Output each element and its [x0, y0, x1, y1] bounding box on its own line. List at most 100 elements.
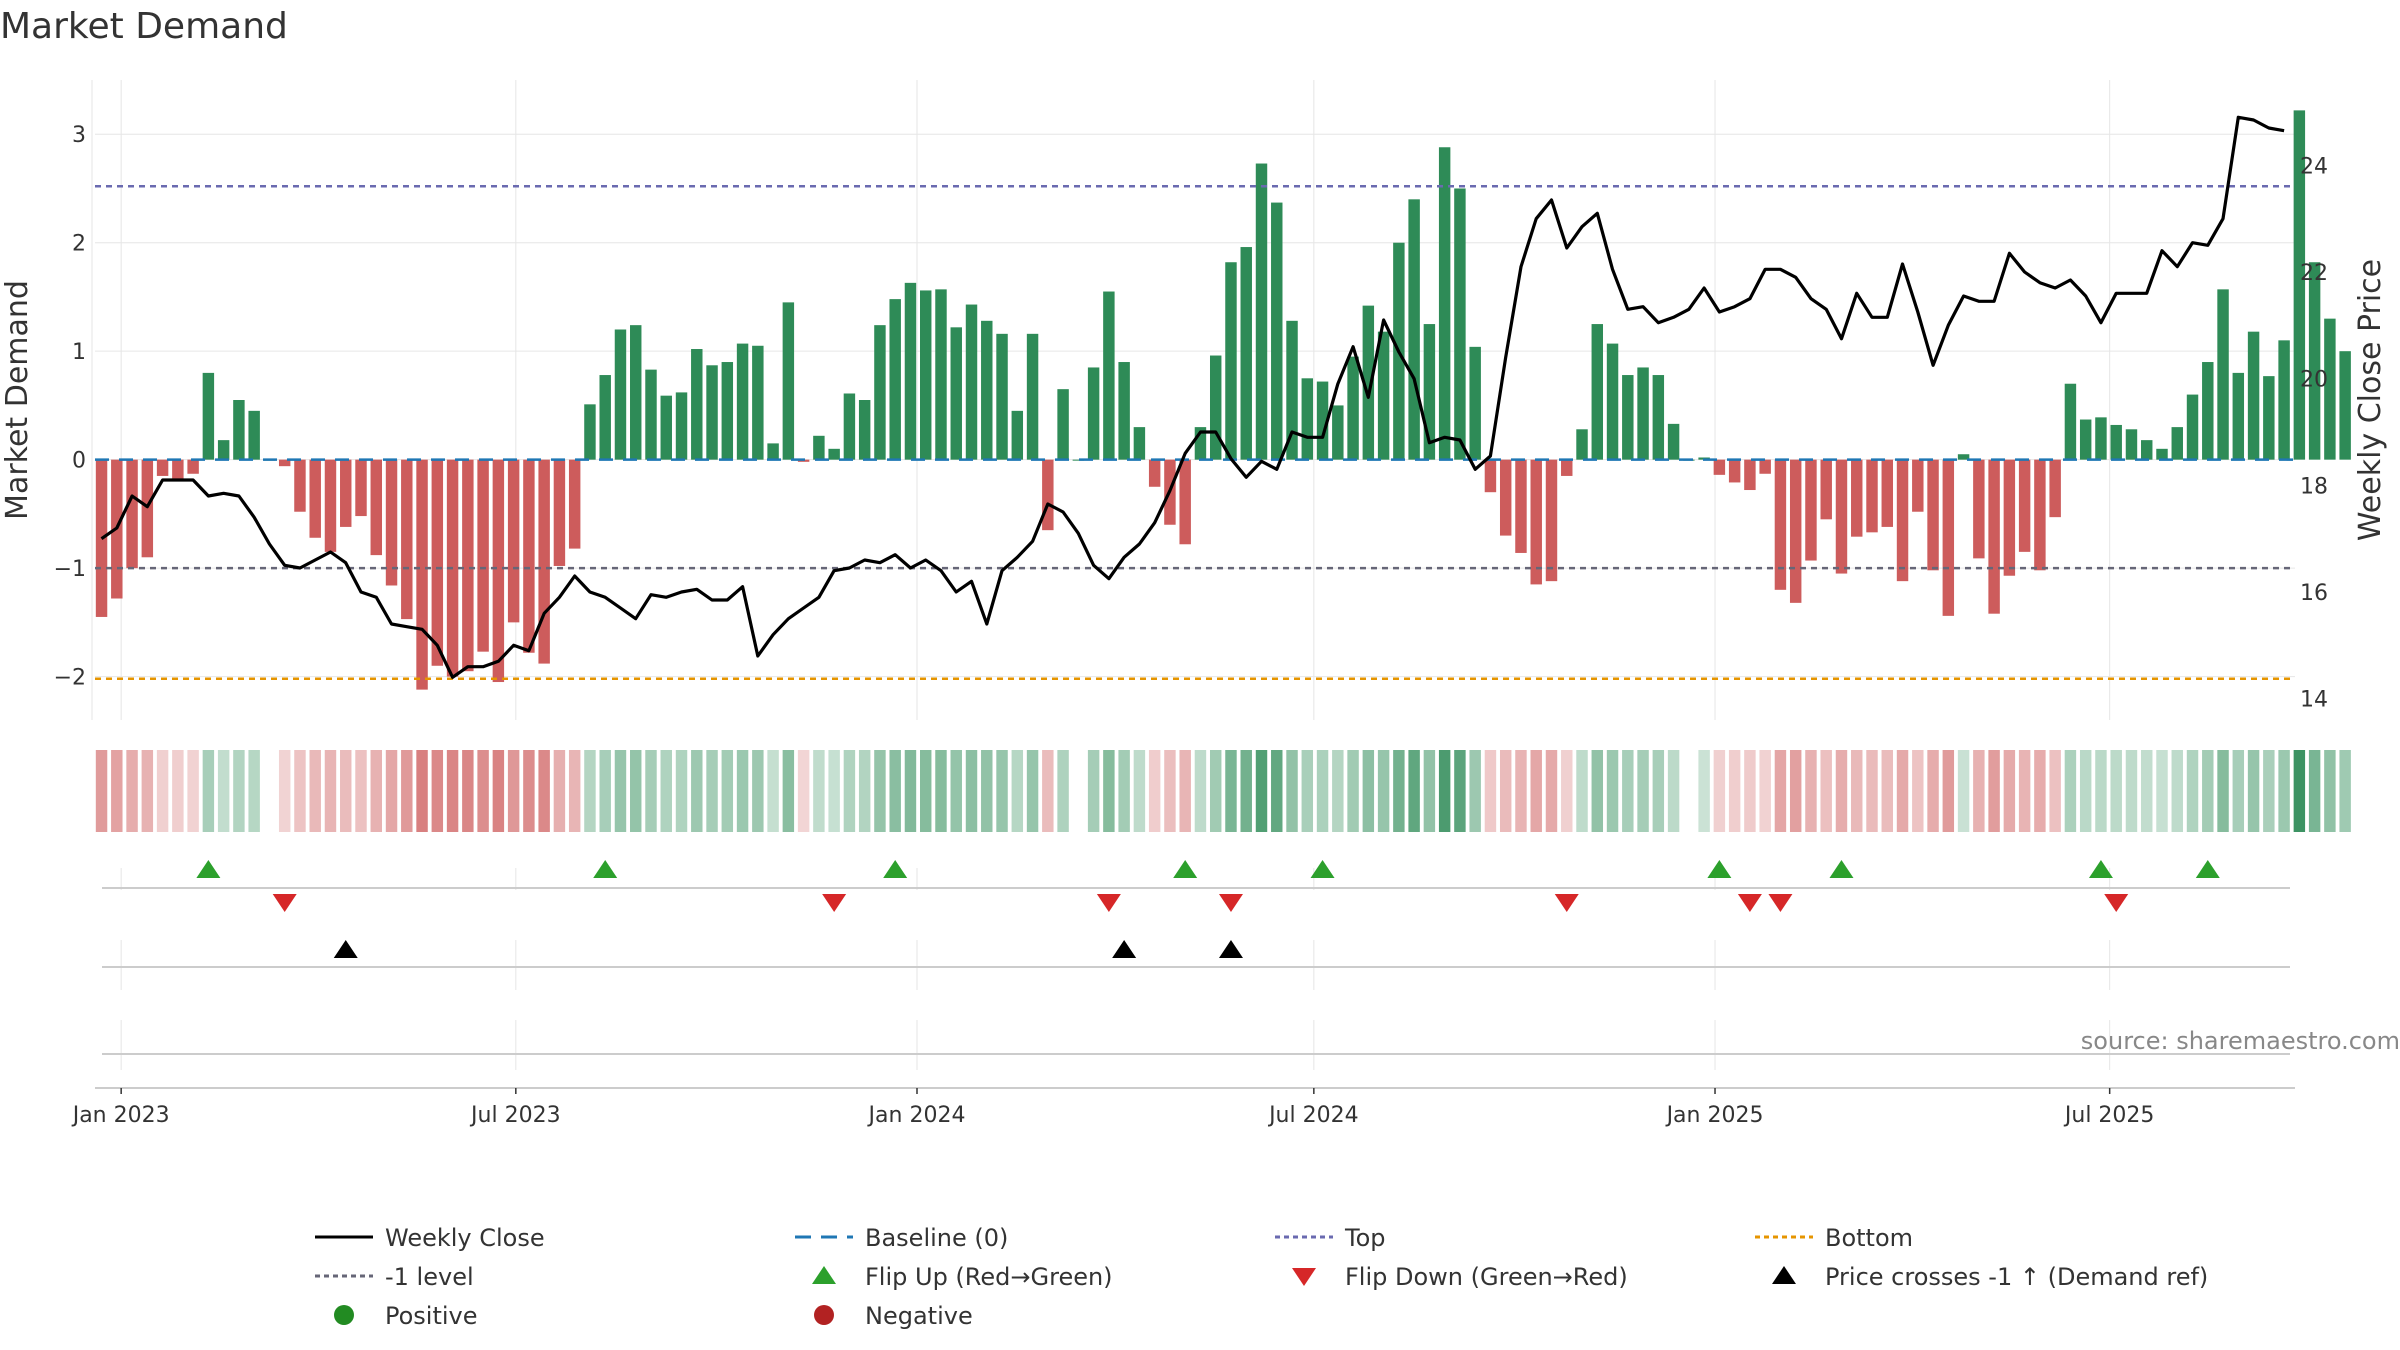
- y-tick-label: 1: [72, 340, 86, 365]
- y2-tick-label: 18: [2300, 474, 2328, 499]
- heat-strip-cell: [1026, 750, 1039, 832]
- legend-item-bottom: Bottom: [1755, 1224, 1913, 1252]
- demand-bar: [813, 435, 825, 460]
- heat-strip-cell: [660, 750, 672, 832]
- heat-strip-cell: [248, 750, 260, 832]
- heat-strip-cell: [1240, 750, 1252, 832]
- demand-bar: [538, 459, 550, 664]
- y2-tick-label: 14: [2300, 688, 2328, 713]
- heat-strip-cell: [1683, 750, 1695, 832]
- demand-bar: [1606, 343, 1619, 460]
- demand-bar: [553, 459, 566, 566]
- heat-strip-cell: [935, 750, 947, 832]
- demand-bar: [660, 395, 672, 460]
- demand-bar: [294, 459, 306, 512]
- heat-strip-cell: [1271, 750, 1283, 832]
- heat-strip-cell: [1438, 750, 1451, 832]
- chart-title: Market Demand: [0, 6, 288, 47]
- demand-bar: [889, 299, 901, 460]
- heat-strip-cell: [233, 750, 245, 832]
- legend-item-baseline: Baseline (0): [795, 1224, 1008, 1252]
- heat-strip-cell: [370, 750, 382, 832]
- demand-bar: [935, 289, 947, 460]
- heat-strip-cell: [1179, 750, 1191, 832]
- heat-strip-cell: [1652, 750, 1665, 832]
- heat-strip-cell: [614, 750, 627, 832]
- heat-strip-cell: [2125, 750, 2138, 832]
- demand-bar: [1957, 454, 1970, 460]
- demand-bar: [2202, 362, 2214, 460]
- demand-bar: [1240, 247, 1252, 460]
- demand-bar: [965, 304, 978, 460]
- flip-up-marker: [1707, 860, 1732, 878]
- demand-bar: [599, 375, 611, 460]
- heat-strip-cell: [965, 750, 978, 832]
- heat-strip-cell: [2034, 750, 2046, 832]
- legend-label: -1 level: [385, 1263, 474, 1291]
- heat-strip-cell: [1499, 750, 1512, 832]
- legend-item-top: Top: [1275, 1224, 1386, 1252]
- heat-strip-cell: [340, 750, 352, 832]
- legend-item-minus-one: -1 level: [315, 1263, 474, 1291]
- demand-bar: [981, 320, 993, 460]
- legend-item-positive: Positive: [334, 1302, 478, 1330]
- price-cross-marker: [1112, 940, 1137, 958]
- demand-bar: [1622, 375, 1634, 460]
- demand-bar: [920, 290, 932, 460]
- heat-strip-cell: [401, 750, 413, 832]
- heat-strip-cell: [1332, 750, 1344, 832]
- heat-strip-cell: [2064, 750, 2077, 832]
- heat-strip-cell: [767, 750, 779, 832]
- legend-item-flip-down: Flip Down (Green→Red): [1292, 1263, 1628, 1291]
- demand-bar: [2064, 383, 2077, 460]
- heat-strip-cell: [2079, 750, 2092, 832]
- demand-bar: [675, 392, 688, 460]
- demand-bar: [1774, 459, 1787, 590]
- legend-item-flip-up: Flip Up (Red→Green): [812, 1263, 1113, 1291]
- heat-strip-cell: [294, 750, 306, 832]
- heat-strip-cell: [2156, 750, 2168, 832]
- demand-bar: [1332, 405, 1344, 460]
- legend-swatch: [1292, 1268, 1316, 1286]
- heat-strip-cell: [981, 750, 993, 832]
- demand-bar: [874, 325, 886, 460]
- demand-bar: [1591, 324, 1604, 460]
- heat-strip-cell: [1805, 750, 1817, 832]
- demand-bar: [2217, 289, 2229, 460]
- heat-strip-cell: [2186, 750, 2199, 832]
- demand-bar: [1789, 459, 1802, 603]
- y2-axis-ticks: 14 16 18 20 22 24: [2300, 154, 2328, 712]
- flip-down-marker: [272, 894, 297, 912]
- heat-strip-cell: [263, 750, 276, 832]
- flip-up-marker: [593, 860, 618, 878]
- heat-strip-cell: [1927, 750, 1939, 832]
- heat-strip-cell: [2018, 750, 2031, 832]
- demand-bar: [1942, 459, 1955, 616]
- demand-bar: [1011, 410, 1024, 460]
- heat-strip-cell: [126, 750, 138, 832]
- heat-strip-cell: [1347, 750, 1359, 832]
- demand-bar: [1713, 459, 1726, 475]
- demand-bar: [1301, 378, 1314, 460]
- demand-bar: [1927, 459, 1939, 571]
- demand-heat-strip: [95, 750, 2351, 832]
- demand-bar: [172, 459, 184, 482]
- demand-bar: [507, 459, 520, 623]
- heat-strip-cell: [1515, 750, 1527, 832]
- y2-axis-label: Weekly Close Price: [2353, 259, 2388, 541]
- heat-strip-cell: [736, 750, 749, 832]
- price-cross-marker: [333, 940, 358, 958]
- demand-bar: [691, 349, 703, 460]
- flip-up-marker: [883, 860, 908, 878]
- demand-bar: [1759, 459, 1771, 474]
- heat-strip-cell: [477, 750, 489, 832]
- heat-strip-cell: [2049, 750, 2061, 832]
- demand-bar: [1347, 356, 1359, 460]
- heat-strip-cell: [95, 750, 108, 832]
- legend-swatch: [814, 1305, 834, 1325]
- demand-bar: [523, 459, 535, 653]
- y-axis-label: Market Demand: [0, 280, 35, 520]
- weekly-close-series: [100, 115, 2285, 679]
- demand-bar: [1805, 459, 1817, 561]
- heat-strip-cell: [172, 750, 184, 832]
